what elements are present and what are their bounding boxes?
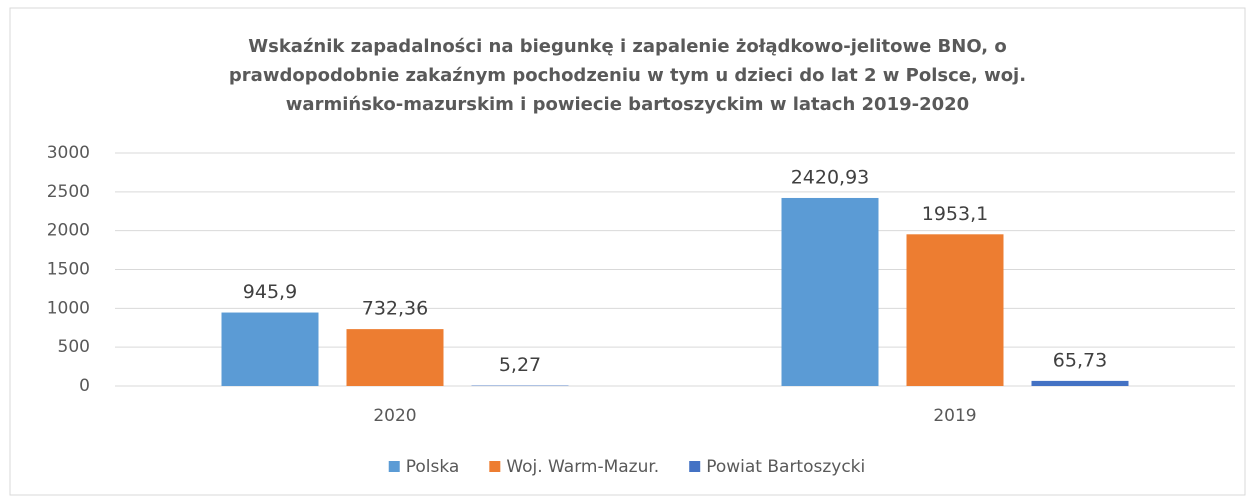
- y-tick-label: 2000: [47, 221, 90, 241]
- bar: [346, 329, 444, 386]
- data-label: 1953,1: [922, 203, 988, 225]
- chart-border: [9, 7, 1246, 496]
- chart-title: Wskaźnik zapadalności na biegunkę i zapa…: [228, 36, 1027, 115]
- data-label: 65,73: [1053, 349, 1107, 371]
- legend-swatch: [689, 461, 701, 472]
- y-tick-label: 2500: [47, 182, 90, 202]
- y-tick-label: 0: [79, 376, 90, 396]
- y-tick-label: 500: [58, 337, 90, 357]
- bar: [221, 312, 319, 386]
- y-tick-label: 1000: [47, 298, 90, 318]
- x-tick-label: 2019: [933, 406, 976, 426]
- legend-label: Woj. Warm-Mazur.: [506, 457, 659, 477]
- legend-label: Powiat Bartoszycki: [706, 457, 865, 477]
- legend-swatch: [388, 461, 400, 472]
- data-label: 2420,93: [791, 166, 870, 188]
- bar: [906, 234, 1004, 386]
- bar: [1031, 380, 1129, 386]
- data-label: 732,36: [362, 298, 428, 320]
- x-tick-label: 2020: [373, 406, 416, 426]
- y-tick-label: 3000: [47, 143, 90, 163]
- bar: [781, 197, 879, 386]
- legend-swatch: [489, 461, 501, 472]
- legend-label: Polska: [406, 457, 460, 477]
- data-label: 945,9: [243, 281, 297, 303]
- y-tick-label: 1500: [47, 260, 90, 280]
- data-label: 5,27: [499, 354, 541, 376]
